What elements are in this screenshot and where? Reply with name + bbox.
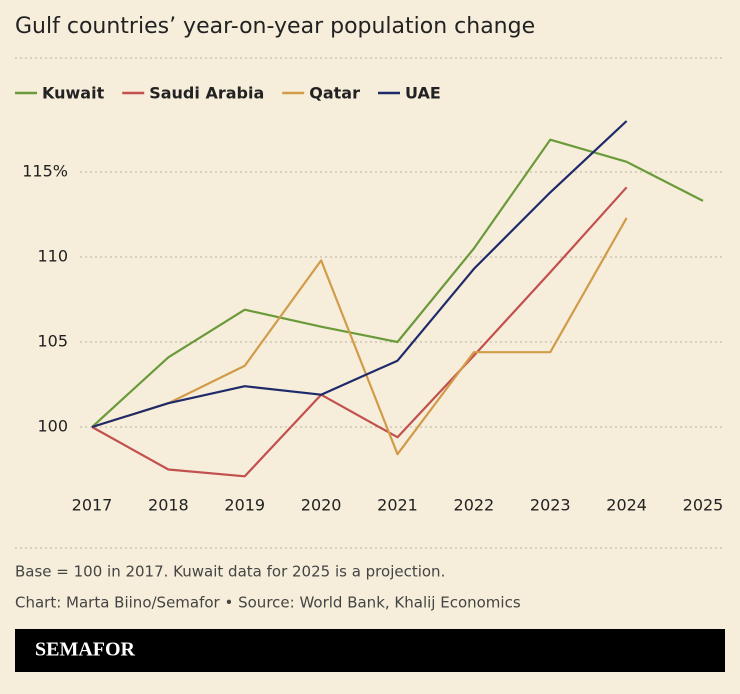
x-tick-label: 2018	[148, 496, 189, 515]
y-tick-label: 100	[37, 417, 68, 436]
note: Base = 100 in 2017. Kuwait data for 2025…	[15, 563, 445, 581]
legend-label: Kuwait	[42, 84, 105, 103]
series-line	[91, 138, 704, 428]
x-tick-label: 2025	[683, 496, 724, 515]
series-line	[91, 120, 628, 429]
x-tick-label: 2022	[454, 496, 495, 515]
credit: Chart: Marta Biino/Semafor • Source: Wor…	[15, 594, 521, 612]
x-tick-label: 2023	[530, 496, 571, 515]
logo-bar	[15, 629, 725, 672]
series-line	[91, 217, 628, 456]
y-tick-label: 105	[37, 332, 68, 351]
x-tick-label: 2020	[301, 496, 342, 515]
legend-label: Qatar	[309, 84, 360, 103]
x-tick-label: 2017	[72, 496, 113, 515]
legend-label: UAE	[405, 84, 441, 103]
series-line	[91, 186, 628, 478]
x-tick-label: 2019	[224, 496, 265, 515]
x-tick-label: 2024	[606, 496, 647, 515]
legend-label: Saudi Arabia	[149, 84, 264, 103]
y-tick-label: 110	[37, 247, 68, 266]
y-tick-label: 115%	[22, 162, 68, 181]
logo: SEMAFOR	[35, 639, 136, 661]
chart-title: Gulf countries’ year-on-year population …	[15, 14, 535, 39]
x-tick-label: 2021	[377, 496, 418, 515]
